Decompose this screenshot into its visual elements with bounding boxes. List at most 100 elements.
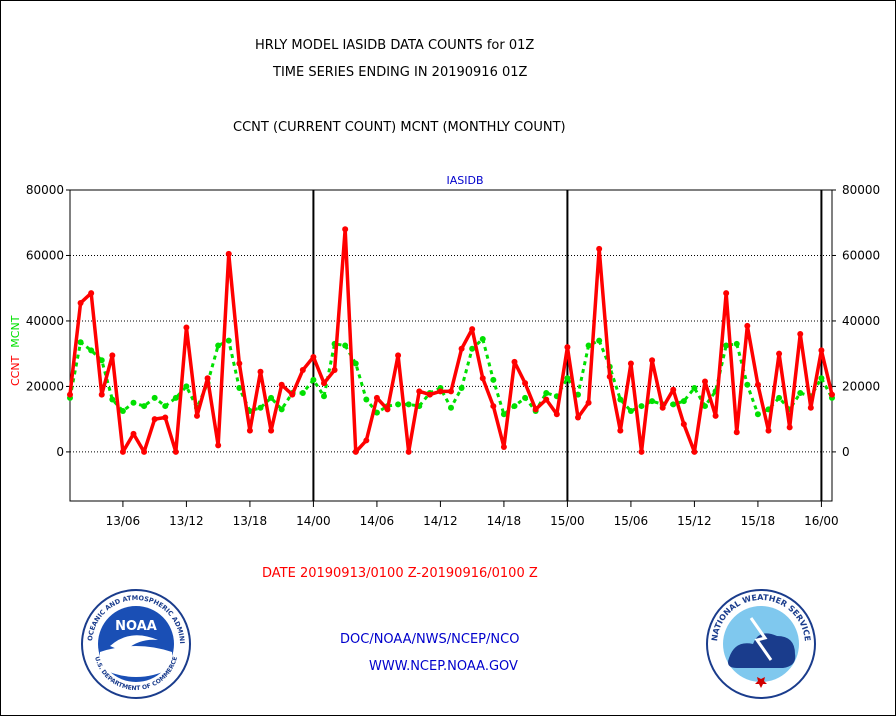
mcnt-series-point <box>109 396 116 403</box>
mcnt-series-point <box>702 403 708 410</box>
ccnt-series-point <box>786 424 793 431</box>
mcnt-series-point <box>448 404 454 411</box>
mcnt-series-point <box>469 345 476 352</box>
ccnt-series-point <box>765 427 772 434</box>
ccnt-series-point <box>215 442 222 449</box>
x-tick-label: 16/00 <box>804 514 839 528</box>
mcnt-series-point <box>183 383 190 390</box>
mcnt-series-point <box>215 342 222 349</box>
y-tick-label-left: 20000 <box>26 379 64 393</box>
ccnt-series-point <box>575 414 581 421</box>
ccnt-series-point <box>818 347 825 354</box>
mcnt-series-point <box>352 360 359 367</box>
footer-url: WWW.NCEP.NOAA.GOV <box>369 659 518 674</box>
ccnt-series-point <box>246 427 253 434</box>
mcnt-series-point <box>490 376 497 383</box>
ccnt-series-point <box>807 404 814 411</box>
ccnt-series-point <box>670 386 677 393</box>
chart-series-title: IASIDB <box>446 174 483 187</box>
ccnt-series-point <box>67 391 73 398</box>
x-tick-label: 15/18 <box>741 514 776 528</box>
chart-title-line3: CCNT (CURRENT COUNT) MCNT (MONTHLY COUNT… <box>233 120 566 135</box>
ccnt-series-point <box>172 448 179 455</box>
ccnt-series-point <box>426 391 433 398</box>
mcnt-series-point <box>130 399 137 406</box>
mcnt-series-point <box>141 403 148 410</box>
mcnt-series-point <box>278 406 285 413</box>
ccnt-series-point <box>268 427 275 434</box>
mcnt-series-point <box>88 347 95 354</box>
ccnt-series-point <box>373 394 380 401</box>
mcnt-series-point <box>543 389 550 396</box>
x-tick-label: 15/12 <box>677 514 712 528</box>
ccnt-series-point <box>522 380 529 387</box>
mcnt-series-point <box>395 401 402 408</box>
ccnt-series-point <box>257 368 264 375</box>
ccnt-series-point <box>384 406 391 413</box>
mcnt-series-point <box>564 375 571 382</box>
mcnt-series-point <box>638 403 645 410</box>
ccnt-series-point <box>109 352 116 359</box>
ccnt-series-point <box>204 375 211 382</box>
mcnt-series-point <box>172 394 179 401</box>
y-tick-label-right: 0 <box>842 445 850 459</box>
ccnt-series-point <box>680 421 687 428</box>
mcnt-series-point <box>225 337 232 344</box>
ccnt-series-point <box>289 391 296 398</box>
footer-org: DOC/NOAA/NWS/NCEP/NCO <box>340 632 520 647</box>
mcnt-series-point <box>617 396 624 403</box>
ccnt-series-point <box>532 406 539 413</box>
ccnt-series-point <box>331 367 338 374</box>
mcnt-series-point <box>98 357 105 364</box>
ccnt-series-point <box>130 430 137 437</box>
ccnt-series-point <box>458 345 465 352</box>
mcnt-series-point <box>77 339 84 346</box>
ccnt-series-point <box>141 448 148 455</box>
ccnt-series-point <box>638 448 645 455</box>
y-axis-label: CCNT MCNT <box>9 315 22 386</box>
mcnt-series-point <box>522 394 529 401</box>
mcnt-series-point <box>310 376 317 383</box>
nws-logo: NATIONAL WEATHER SERVICE <box>706 589 816 699</box>
ccnt-series-point <box>236 360 243 367</box>
ccnt-series-point <box>511 358 518 365</box>
ccnt-series-point <box>321 380 327 387</box>
ccnt-series-point <box>469 326 476 333</box>
mcnt-series-point <box>257 404 264 411</box>
ccnt-series-point <box>183 324 190 331</box>
ccnt-series-point <box>702 378 708 385</box>
ccnt-series-point <box>754 381 761 388</box>
ccnt-series-point <box>659 404 666 411</box>
y-tick-label-right: 40000 <box>842 314 880 328</box>
mcnt-series-point <box>321 393 327 400</box>
ccnt-series-point <box>649 357 656 364</box>
noaa-logo-text: NOAA <box>115 619 157 634</box>
ccnt-series-point <box>712 412 719 419</box>
ccnt-series-point <box>310 353 317 360</box>
ccnt-series-point <box>88 290 95 297</box>
ccnt-series-line <box>68 227 834 454</box>
mcnt-series-point <box>680 398 687 405</box>
y-tick-label-left: 40000 <box>26 314 64 328</box>
ccnt-series-point <box>776 350 783 357</box>
mcnt-series-point <box>585 342 592 349</box>
mcnt-series-point <box>733 340 740 347</box>
y-axis-label-mcnt: MCNT <box>9 315 22 347</box>
mcnt-series-point <box>151 394 158 401</box>
x-tick-label: 13/12 <box>169 514 204 528</box>
ccnt-series-point <box>151 416 158 423</box>
ccnt-series-point <box>553 411 560 418</box>
y-tick-label-left: 0 <box>56 445 64 459</box>
ccnt-series-point <box>416 388 423 395</box>
x-tick-label: 13/18 <box>233 514 268 528</box>
mcnt-series-point <box>268 394 275 401</box>
ccnt-series-point <box>278 381 285 388</box>
x-tick-label: 14/18 <box>487 514 522 528</box>
ccnt-series-point <box>225 250 232 257</box>
ccnt-series-point <box>627 360 634 367</box>
y-axis-label-ccnt: CCNT <box>9 355 22 386</box>
mcnt-series-point <box>818 375 825 382</box>
ccnt-series-point <box>363 437 370 444</box>
y-tick-label-right: 60000 <box>842 248 880 262</box>
